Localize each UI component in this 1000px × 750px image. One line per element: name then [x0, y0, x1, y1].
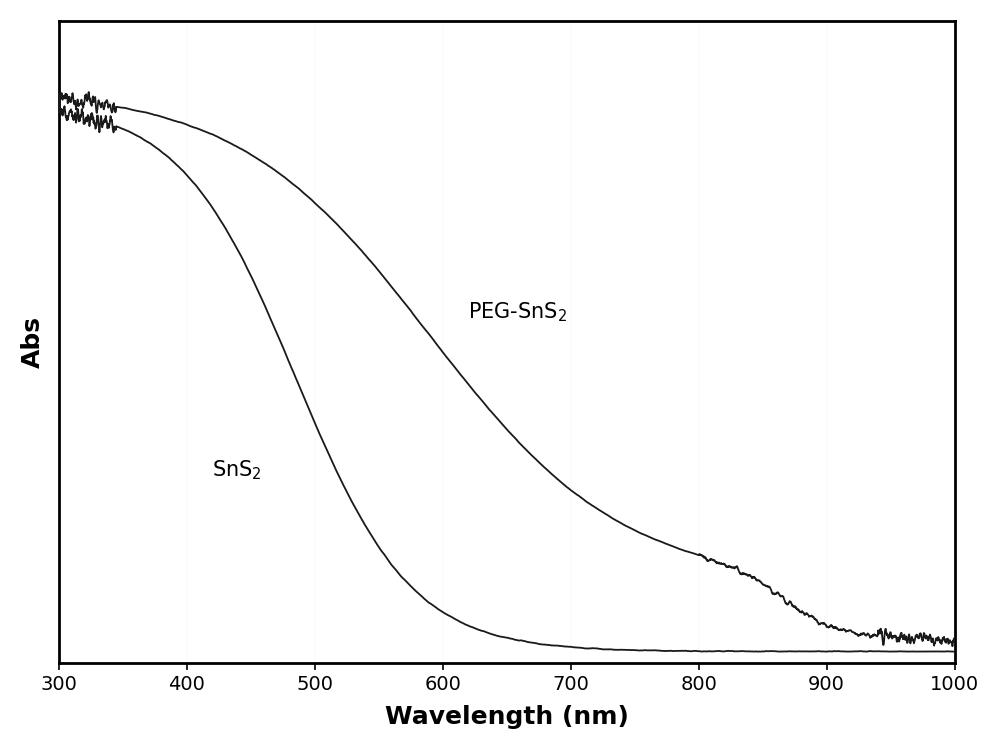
Text: SnS$_2$: SnS$_2$	[212, 458, 262, 482]
X-axis label: Wavelength (nm): Wavelength (nm)	[385, 705, 629, 729]
Text: PEG-SnS$_2$: PEG-SnS$_2$	[468, 301, 568, 324]
Y-axis label: Abs: Abs	[21, 316, 45, 368]
